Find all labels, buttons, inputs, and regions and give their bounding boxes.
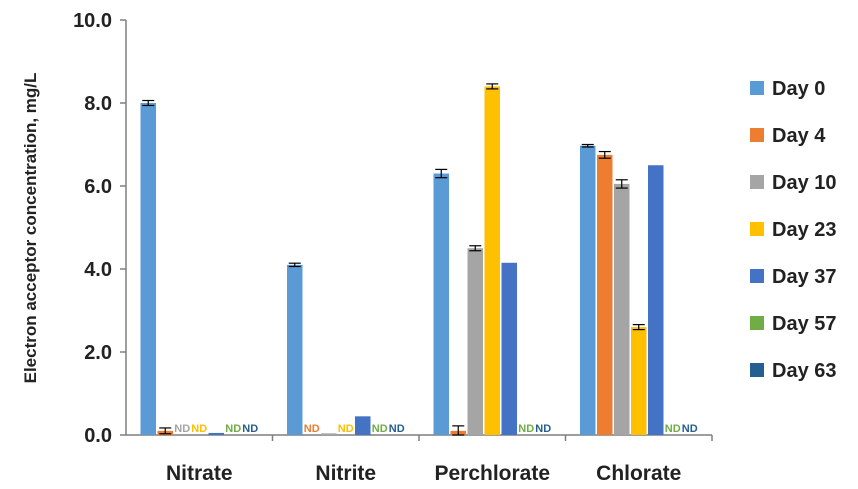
legend-label: Day 23: [772, 219, 837, 241]
legend-label: Day 10: [772, 172, 837, 194]
bar: [287, 264, 303, 435]
y-axis-title: Electron acceptor concentration, mg/L: [21, 73, 40, 384]
bars-layer: [140, 83, 664, 436]
y-tick-label: 8.0: [84, 93, 112, 115]
bar: [631, 327, 647, 435]
nd-label: ND: [174, 423, 190, 435]
legend-label: Day 4: [772, 125, 826, 147]
nd-label: ND: [665, 423, 681, 435]
nd-label: ND: [518, 423, 534, 435]
bar: [614, 183, 630, 435]
bar: [433, 173, 449, 436]
bar: [501, 262, 517, 435]
legend-swatch: [750, 222, 764, 236]
legend-swatch: [750, 128, 764, 142]
legend-label: Day 0: [772, 78, 825, 100]
bar: [648, 165, 664, 435]
legend-swatch: [750, 316, 764, 330]
legend-label: Day 37: [772, 266, 837, 288]
bar: [355, 416, 371, 435]
bar: [484, 86, 500, 436]
category-label: Chlorate: [596, 462, 681, 484]
bar: [467, 248, 483, 435]
y-tick-label: 6.0: [84, 176, 112, 198]
bar: [140, 103, 156, 435]
nd-label: ND: [682, 423, 698, 435]
y-tick-label: 0.0: [84, 425, 112, 447]
bar: [321, 433, 337, 435]
nd-label: ND: [225, 423, 241, 435]
legend-swatch: [750, 269, 764, 283]
y-tick-label: 2.0: [84, 342, 112, 364]
nd-label: ND: [535, 423, 551, 435]
nd-label: ND: [338, 423, 354, 435]
legend-swatch: [750, 363, 764, 377]
legend-label: Day 63: [772, 360, 837, 382]
nd-label: ND: [372, 423, 388, 435]
legend-label: Day 57: [772, 313, 837, 335]
legend-swatch: [750, 81, 764, 95]
category-label: Nitrate: [166, 462, 233, 484]
bar: [597, 154, 613, 435]
legend-swatch: [750, 175, 764, 189]
category-label: Nitrite: [315, 462, 376, 484]
nd-label: ND: [304, 423, 320, 435]
nd-label: ND: [389, 423, 405, 435]
nd-label: ND: [191, 423, 207, 435]
bar: [580, 145, 596, 435]
category-label: Perchlorate: [434, 462, 550, 484]
y-tick-label: 4.0: [84, 259, 112, 281]
legend: Day 0 Day 4 Day 10 Day 23 Day 37 Day 57 Day 63: [750, 78, 837, 382]
nd-label: ND: [242, 423, 258, 435]
bar: [208, 432, 224, 435]
y-tick-label: 10.0: [73, 10, 112, 32]
